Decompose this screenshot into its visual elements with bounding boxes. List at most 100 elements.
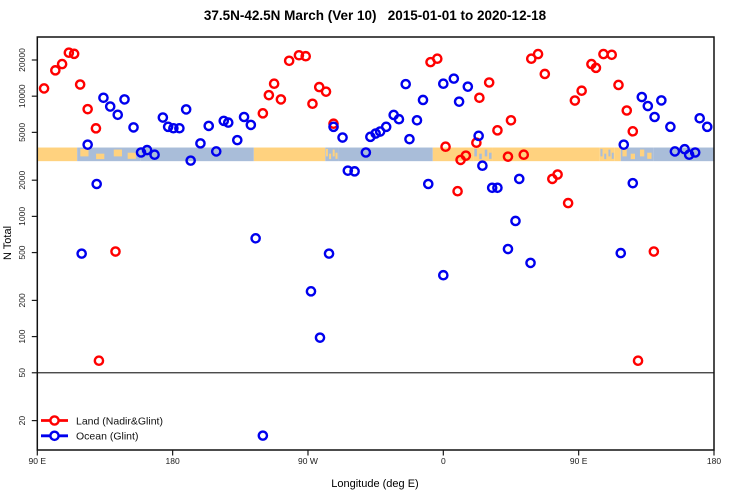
land-point: [257, 108, 269, 119]
land-point: [590, 62, 602, 74]
ocean-point: [502, 243, 514, 255]
land-point: [552, 169, 563, 180]
y-tick-label: 200: [17, 293, 27, 307]
y-axis-title: N Total: [2, 226, 14, 260]
x-axis-title: Longitude (deg E): [331, 478, 418, 490]
y-tick-label: 20000: [17, 48, 27, 72]
ocean-point: [417, 94, 429, 106]
ocean-point: [438, 269, 449, 281]
land-point: [452, 185, 463, 197]
ocean-point: [615, 247, 627, 259]
land-point: [38, 83, 50, 94]
land-point: [569, 95, 581, 106]
land-point: [440, 141, 451, 152]
ocean-point: [174, 122, 185, 134]
ocean-point: [210, 146, 222, 157]
band-segment-land: [253, 147, 326, 162]
band-speckle: [489, 152, 492, 159]
land-point: [632, 355, 644, 367]
chart-title: 37.5N-42.5N March (Ver 10) 2015-01-01 to…: [203, 8, 547, 23]
land-point: [606, 49, 618, 61]
land-point: [518, 149, 530, 160]
ocean-point: [337, 132, 348, 143]
land-point: [74, 79, 86, 90]
land-point: [56, 58, 68, 70]
ocean-point: [642, 100, 654, 112]
ocean-point: [168, 122, 179, 134]
ocean-point: [360, 147, 372, 158]
y-tick-label: 500: [17, 245, 27, 259]
band-speckle: [113, 149, 122, 157]
ocean-point: [525, 257, 536, 269]
band-speckle: [474, 148, 477, 157]
ocean-point: [238, 111, 250, 123]
y-axis: 20000 10000 5000 2000 1000 500 200 100 50 20: [17, 48, 38, 425]
y-tick-label: 100: [17, 329, 27, 343]
land-point: [505, 115, 517, 126]
land-point: [63, 47, 75, 59]
legend-symbol-circle: [49, 415, 60, 426]
land-point: [502, 151, 514, 162]
band-speckle: [639, 149, 645, 157]
land-point: [474, 92, 485, 104]
land-point: [300, 50, 312, 62]
land-point: [532, 48, 544, 60]
ocean-point: [448, 73, 460, 84]
ocean-point: [636, 91, 648, 103]
ocean-point: [323, 248, 335, 259]
land-point: [283, 55, 295, 67]
ocean-point: [627, 177, 639, 189]
band-speckle: [622, 148, 627, 157]
band-speckle: [604, 153, 607, 160]
ocean-point: [180, 104, 192, 115]
band-segment-mixed_ocean: [620, 147, 654, 162]
x-tick-label: 90 E: [29, 456, 47, 466]
land-point: [82, 103, 93, 115]
land-point: [320, 86, 332, 97]
ocean-point: [618, 139, 630, 150]
y-tick-label: 10000: [17, 84, 27, 108]
land-point: [562, 197, 574, 209]
land-point: [68, 48, 80, 60]
ocean-point: [438, 78, 449, 90]
land-point: [483, 77, 495, 88]
ocean-point: [689, 147, 701, 158]
land-point: [275, 94, 287, 105]
band-segment-mixed_ocean: [77, 147, 141, 162]
ocean-point: [486, 182, 498, 194]
land-point: [50, 65, 61, 76]
band-speckle: [479, 153, 482, 160]
ocean-point: [157, 112, 169, 123]
land-point: [90, 123, 102, 134]
ocean-point: [257, 430, 269, 441]
band-speckle: [332, 149, 335, 157]
ocean-point: [400, 78, 412, 90]
ocean-point: [380, 121, 392, 133]
ocean-point: [82, 139, 93, 150]
land-point: [313, 81, 325, 93]
band-speckle: [329, 153, 332, 160]
ocean-point: [195, 138, 206, 149]
legend: Land (Nadir&Glint) Ocean (Glint): [41, 415, 163, 443]
land-point: [432, 53, 443, 65]
x-tick-label: 90 E: [570, 456, 588, 466]
ocean-point: [683, 149, 695, 160]
ocean-point: [462, 81, 474, 92]
ocean-point: [694, 112, 706, 124]
land-point: [110, 246, 121, 257]
band-speckle: [611, 152, 614, 159]
ocean-point: [250, 233, 261, 244]
band-speckle: [127, 152, 136, 159]
ocean-point: [185, 155, 196, 166]
band-segment-mixed_ocean: [325, 147, 339, 162]
ocean-point: [149, 149, 160, 160]
land-point: [598, 48, 609, 60]
band-segment-mixed_land: [473, 147, 493, 162]
x-tick-label: 90 W: [298, 456, 318, 466]
band-speckle: [484, 149, 488, 157]
ocean-point: [76, 248, 87, 259]
band-segment-ocean: [140, 147, 254, 162]
ocean-point: [422, 178, 434, 190]
ocean-point: [349, 166, 360, 177]
